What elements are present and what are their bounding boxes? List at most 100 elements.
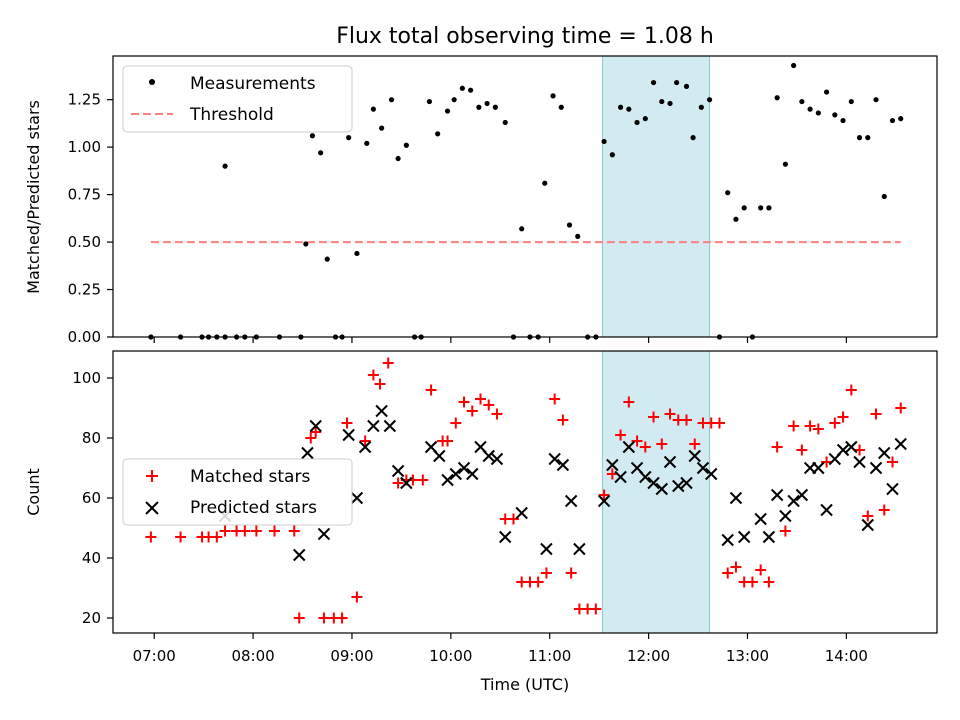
predicted-star-point	[861, 518, 874, 532]
matched-star-point	[870, 408, 882, 420]
matched-star-point	[565, 567, 577, 579]
legend-marker-matched	[146, 470, 158, 482]
measurement-point	[706, 97, 713, 103]
measurement-point	[617, 104, 624, 110]
matched-star-point	[269, 525, 281, 537]
ratio-panel: 0.00 0.25 0.50 0.75 1.00 1.25 Matched/Predict…	[24, 55, 938, 346]
count-panel: 20 40 60 80 100 07:00 08:00 09:00 10:00 11:00 12:…	[24, 350, 938, 694]
predicted-star-point	[688, 449, 701, 463]
top-legend: Measurements Threshold	[122, 65, 353, 133]
matched-star-point	[598, 489, 610, 501]
predicted-star-point	[449, 467, 462, 481]
measurement-point	[865, 135, 871, 141]
bottom-axes-frame	[112, 350, 938, 634]
predicted-star-point	[836, 443, 850, 457]
measurement-point	[575, 233, 581, 239]
matched-star-point	[293, 612, 305, 624]
predicted-star-point	[647, 476, 660, 490]
x-tick-label: 08:00	[231, 647, 274, 665]
predicted-star-point	[672, 479, 685, 493]
matched-star-point	[540, 567, 552, 579]
matched-star-point	[219, 525, 231, 537]
measurement-point	[370, 106, 376, 112]
matched-star-point	[507, 513, 519, 525]
matched-star-point	[615, 429, 627, 441]
matched-star-point	[288, 525, 300, 537]
matched-star-point	[796, 444, 808, 456]
predicted-star-point	[573, 542, 586, 556]
predicted-star-point	[894, 437, 907, 451]
predicted-star-point	[729, 491, 743, 505]
matched-star-point	[804, 420, 816, 432]
measurement-point	[774, 95, 780, 101]
measurement-point	[840, 117, 846, 124]
matched-star-point	[755, 564, 767, 576]
predicted-star-point	[606, 458, 619, 472]
matched-star-point	[681, 414, 693, 426]
measurement-point	[324, 256, 330, 262]
matched-star-point	[532, 576, 544, 588]
measurement-point	[815, 110, 821, 116]
measurement-point	[725, 190, 731, 196]
measurement-point	[690, 135, 696, 141]
measurement-point	[791, 62, 797, 69]
measurement-point	[674, 79, 680, 86]
matched-star-point	[483, 399, 495, 411]
predicted-star-point	[293, 548, 306, 562]
matched-star-point	[367, 369, 379, 381]
measurement-point	[318, 150, 324, 156]
measurement-point	[426, 98, 433, 105]
measurement-point	[444, 108, 451, 114]
measurement-point	[476, 104, 482, 110]
predicted-star-point	[886, 482, 899, 496]
measurement-points	[148, 62, 904, 340]
predicted-star-point	[845, 440, 858, 454]
predicted-star-point	[795, 488, 809, 502]
predicted-star-point	[301, 446, 314, 460]
measurement-point	[346, 135, 352, 141]
measurement-point	[832, 112, 838, 118]
matched-star-point	[878, 504, 890, 516]
y-tick-label: 20	[82, 609, 101, 627]
matched-star-point	[458, 396, 470, 408]
legend-label-threshold: Threshold	[189, 105, 274, 125]
matched-star-point	[862, 510, 874, 522]
matched-star-point	[557, 414, 569, 426]
legend-label-predicted: Predicted stars	[190, 498, 317, 518]
matched-star-point	[310, 426, 322, 438]
x-axis-label: Time (UTC)	[480, 675, 569, 694]
legend-marker-measurements	[149, 79, 155, 85]
predicted-star-point	[820, 503, 833, 517]
y-tick-label: 0.25	[68, 281, 101, 299]
measurement-point	[659, 98, 665, 105]
matched-star-point	[250, 525, 262, 537]
matched-star-point	[821, 456, 833, 468]
matched-star-point	[475, 393, 487, 405]
matched-star-point	[713, 417, 725, 429]
matched-star-point	[305, 432, 317, 444]
predicted-star-point	[490, 452, 504, 466]
predicted-star-point	[350, 491, 364, 505]
measurement-point	[698, 104, 704, 110]
matched-star-point	[374, 378, 386, 390]
bottom-x-ticks: 07:00 08:00 09:00 10:00 11:00 12:00 13:00 14:00	[133, 633, 868, 665]
measurement-point	[733, 216, 739, 222]
predicted-star-point	[433, 449, 446, 463]
y-tick-label: 0.00	[68, 328, 101, 346]
matched-star-point	[239, 525, 251, 537]
predicted-star-point	[869, 461, 883, 475]
matched-star-point	[450, 417, 462, 429]
bottom-y-ticks: 20 40 60 80 100	[72, 369, 113, 627]
matched-star-point	[812, 423, 824, 435]
predicted-star-point	[754, 512, 767, 526]
predicted-star-point	[737, 530, 751, 544]
measurement-point	[766, 205, 772, 211]
matched-star-point	[854, 444, 866, 456]
measurement-point	[364, 140, 370, 146]
predicted-star-point	[812, 461, 825, 475]
legend-label-measurements: Measurements	[190, 74, 316, 94]
predicted-star-point	[663, 455, 677, 469]
y-tick-label: 100	[72, 369, 101, 387]
matched-star-point	[746, 576, 758, 588]
